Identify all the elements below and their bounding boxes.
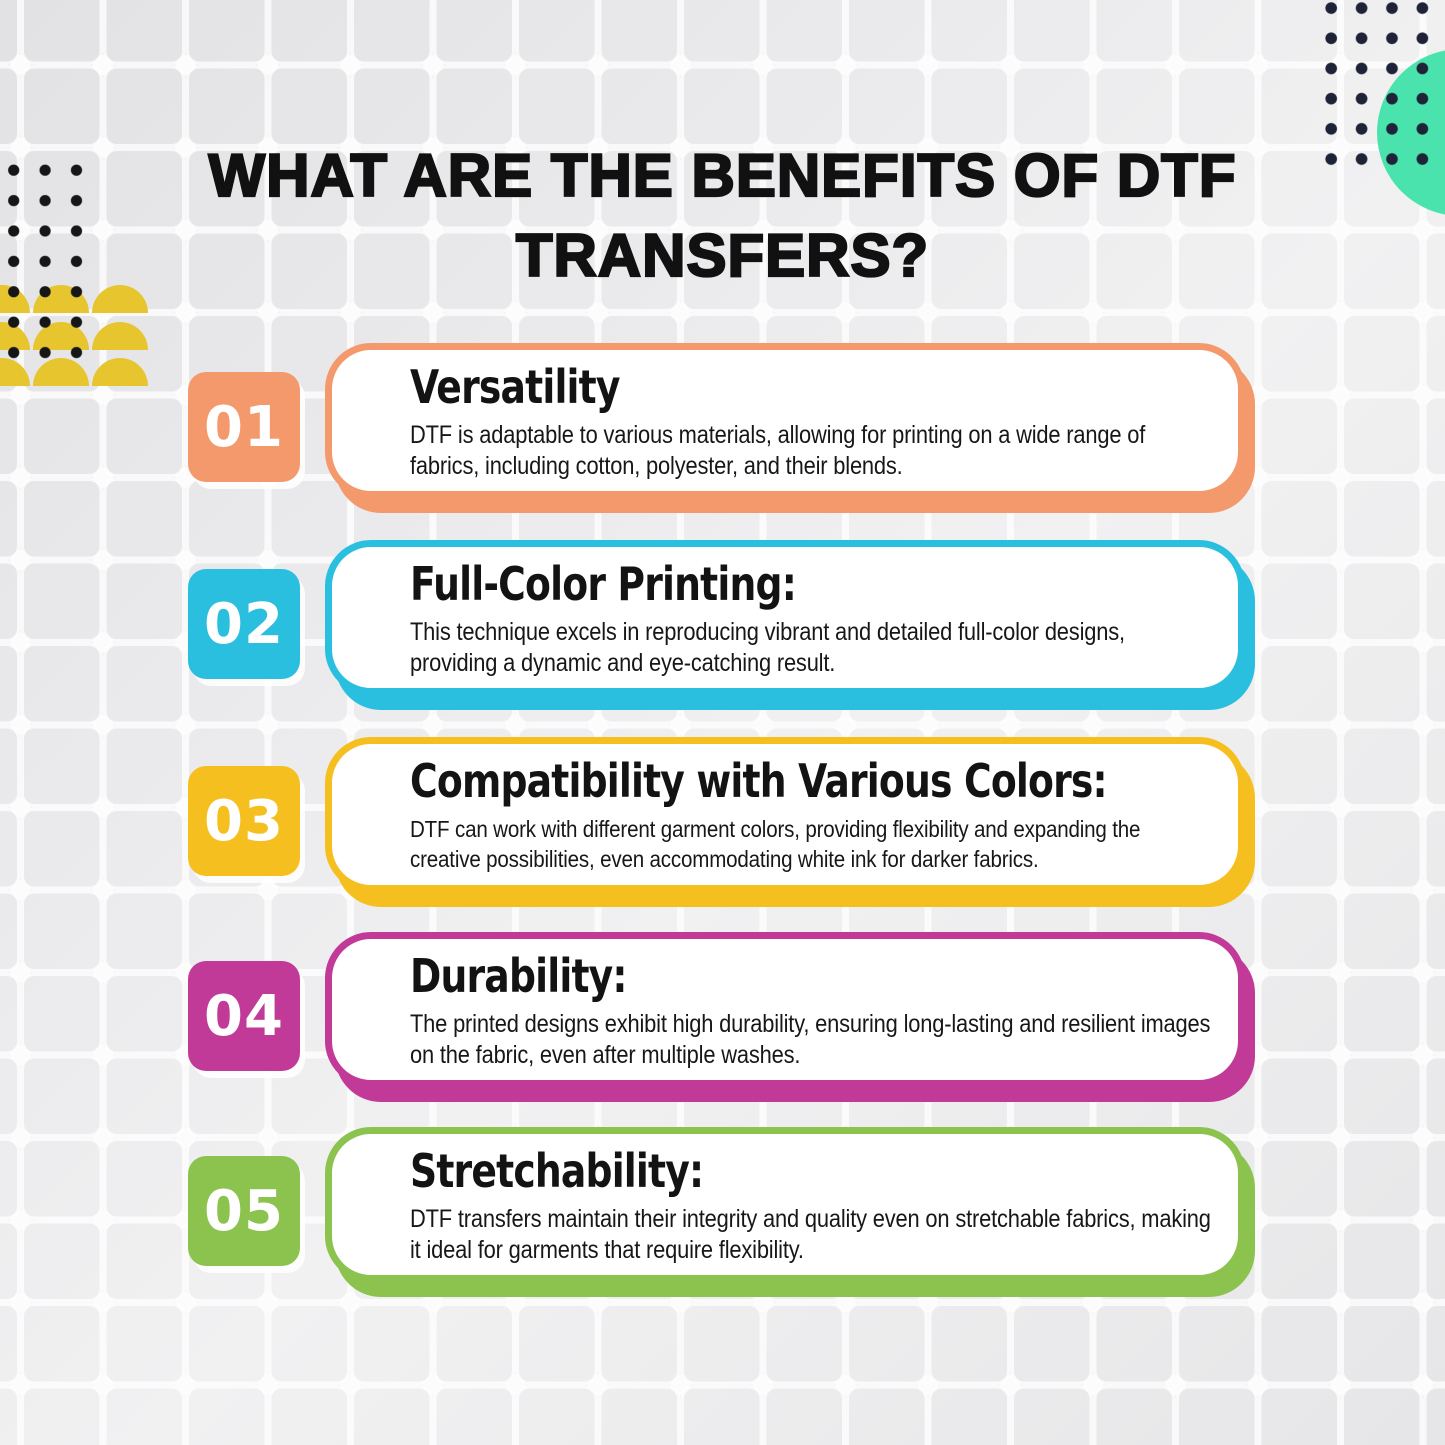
benefit-heading: Durability: [410, 949, 628, 1003]
benefit-card-panel: Versatility DTF is adaptable to various … [325, 343, 1245, 498]
benefit-card-panel: Full-Color Printing: This technique exce… [325, 540, 1245, 695]
benefit-heading: Full-Color Printing: [410, 557, 797, 611]
benefit-heading: Compatibility with Various Colors: [410, 754, 1108, 808]
benefit-card-stretchability: 05 Stretchability: DTF transfers maintai… [188, 1127, 1262, 1299]
semicircle-shape [92, 358, 148, 386]
dot-grid-left-decoration [0, 155, 93, 369]
benefit-card-panel: Stretchability: DTF transfers maintain t… [325, 1127, 1245, 1282]
number-badge: 05 [188, 1156, 300, 1266]
semicircle-shape [92, 321, 148, 350]
page-title: WHAT ARE THE BENEFITS OF DTF TRANSFERS? [0, 136, 1445, 296]
benefit-card-durability: 04 Durability: The printed designs exhib… [188, 932, 1262, 1104]
number-badge: 03 [188, 766, 300, 876]
benefit-card-panel: Durability: The printed designs exhibit … [325, 932, 1245, 1087]
benefit-card-panel: Compatibility with Various Colors: DTF c… [325, 737, 1245, 892]
number-badge: 04 [188, 961, 300, 1071]
benefit-description: DTF transfers maintain their integrity a… [410, 1205, 1211, 1264]
benefit-description: DTF is adaptable to various materials, a… [410, 421, 1146, 480]
benefit-description: DTF can work with different garment colo… [410, 816, 1141, 872]
number-badge: 02 [188, 569, 300, 679]
benefit-heading: Versatility [410, 360, 620, 414]
benefit-card-compatibility: 03 Compatibility with Various Colors: DT… [188, 737, 1262, 909]
benefit-card-full-color-printing: 02 Full-Color Printing: This technique e… [188, 540, 1262, 712]
dot-grid-right-decoration [1316, 0, 1439, 175]
benefit-description: This technique excels in reproducing vib… [410, 618, 1125, 677]
benefit-heading: Stretchability: [410, 1144, 704, 1198]
number-badge: 01 [188, 372, 300, 482]
benefit-card-versatility: 01 Versatility DTF is adaptable to vario… [188, 343, 1262, 515]
page-title-line-2: TRANSFERS? [515, 221, 930, 290]
page-title-line-1: WHAT ARE THE BENEFITS OF DTF [207, 141, 1237, 210]
benefit-description: The printed designs exhibit high durabil… [410, 1010, 1211, 1069]
